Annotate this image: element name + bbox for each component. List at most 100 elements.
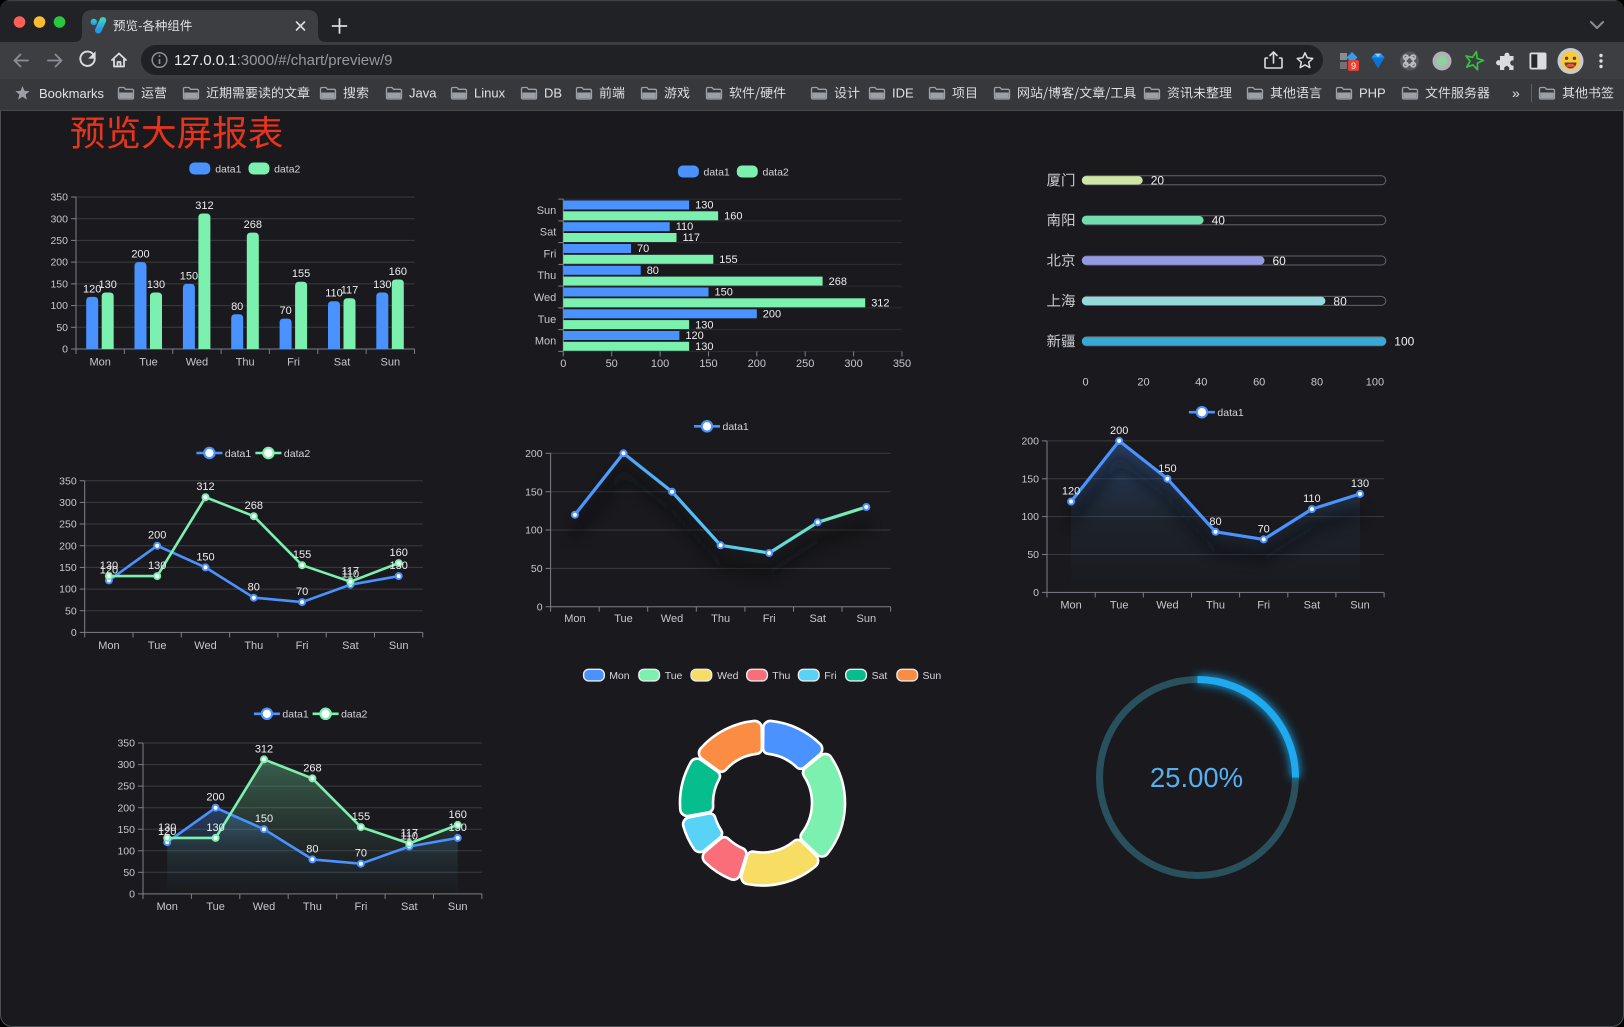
svg-text:150: 150 — [117, 824, 135, 836]
svg-text:Sun: Sun — [537, 205, 557, 217]
svg-text:300: 300 — [50, 213, 68, 225]
svg-text:130: 130 — [100, 560, 118, 572]
svg-text:250: 250 — [117, 781, 135, 793]
svg-text:150: 150 — [180, 270, 198, 282]
svg-text:268: 268 — [829, 276, 847, 288]
svg-text:110: 110 — [342, 569, 360, 581]
svg-text:160: 160 — [724, 211, 742, 223]
svg-text:120: 120 — [685, 330, 703, 342]
svg-text:312: 312 — [196, 481, 214, 493]
svg-text:Mon: Mon — [609, 670, 630, 682]
svg-text:Thu: Thu — [537, 270, 556, 282]
svg-text:Sun: Sun — [1350, 599, 1370, 611]
svg-text:150: 150 — [1021, 473, 1039, 485]
svg-text:50: 50 — [123, 867, 135, 879]
svg-text:130: 130 — [390, 560, 408, 572]
svg-text:100: 100 — [1021, 511, 1039, 523]
svg-text:130: 130 — [695, 319, 713, 331]
svg-text:200: 200 — [763, 308, 781, 320]
svg-text:Thu: Thu — [711, 613, 730, 625]
svg-text:Mon: Mon — [564, 613, 585, 625]
svg-text:100: 100 — [1366, 377, 1384, 389]
svg-text:80: 80 — [306, 843, 318, 855]
svg-text:200: 200 — [1110, 425, 1128, 437]
svg-text:Mon: Mon — [156, 901, 177, 913]
svg-text:100: 100 — [117, 845, 135, 857]
svg-text:PHP: PHP — [1359, 86, 1386, 101]
svg-text:300: 300 — [844, 358, 862, 370]
svg-text:60: 60 — [1273, 254, 1287, 268]
svg-text:100: 100 — [651, 358, 669, 370]
svg-text:data1: data1 — [723, 421, 749, 433]
svg-text:Wed: Wed — [1156, 599, 1178, 611]
svg-text:Fri: Fri — [287, 357, 300, 369]
svg-text:Wed: Wed — [194, 640, 216, 652]
svg-text:250: 250 — [50, 235, 68, 247]
svg-text:160: 160 — [389, 266, 407, 278]
svg-text:Sat: Sat — [342, 640, 359, 652]
svg-text:Tue: Tue — [148, 640, 167, 652]
svg-text:0: 0 — [62, 344, 68, 356]
svg-text:Fri: Fri — [296, 640, 309, 652]
svg-text:100: 100 — [1394, 335, 1414, 349]
svg-text:200: 200 — [525, 448, 543, 460]
svg-text:DB: DB — [544, 86, 562, 101]
svg-text:0: 0 — [129, 889, 135, 901]
svg-text:Fri: Fri — [354, 901, 367, 913]
svg-text:110: 110 — [401, 831, 419, 843]
svg-text:70: 70 — [1258, 523, 1270, 535]
svg-text:Mon: Mon — [1060, 599, 1081, 611]
svg-text:Thu: Thu — [772, 670, 790, 682]
svg-text:80: 80 — [231, 301, 243, 313]
svg-text:Sat: Sat — [540, 227, 557, 239]
svg-text:350: 350 — [59, 475, 77, 487]
svg-text:40: 40 — [1212, 214, 1226, 228]
svg-text:Sat: Sat — [401, 901, 418, 913]
svg-text:20: 20 — [1151, 174, 1165, 188]
svg-text:312: 312 — [195, 200, 213, 212]
svg-text:Tue: Tue — [206, 901, 225, 913]
svg-text:data1: data1 — [225, 448, 251, 460]
svg-text:Tue: Tue — [538, 314, 557, 326]
svg-text:Sun: Sun — [448, 901, 468, 913]
svg-text:120: 120 — [83, 283, 101, 295]
svg-text:120: 120 — [100, 564, 118, 576]
svg-text:Wed: Wed — [717, 670, 739, 682]
svg-text:Fri: Fri — [1257, 599, 1270, 611]
svg-text:data1: data1 — [704, 166, 730, 178]
svg-text:70: 70 — [637, 243, 649, 255]
svg-text:9: 9 — [1351, 61, 1356, 72]
svg-text:0: 0 — [560, 358, 566, 370]
svg-text:0: 0 — [1033, 587, 1039, 599]
svg-text:130: 130 — [158, 822, 176, 834]
svg-text:Sat: Sat — [334, 357, 351, 369]
svg-text:150: 150 — [525, 486, 543, 498]
svg-text:130: 130 — [695, 200, 713, 212]
svg-text:Wed: Wed — [534, 292, 556, 304]
svg-text:data1: data1 — [282, 709, 308, 721]
svg-text:117: 117 — [341, 285, 359, 297]
svg-text:268: 268 — [244, 219, 262, 231]
svg-text:Sun: Sun — [857, 613, 877, 625]
svg-text:Fri: Fri — [763, 613, 776, 625]
svg-text:70: 70 — [355, 848, 367, 860]
svg-text:Wed: Wed — [253, 901, 275, 913]
svg-text:117: 117 — [683, 232, 701, 244]
svg-text:Mon: Mon — [98, 640, 119, 652]
svg-text:300: 300 — [117, 759, 135, 771]
svg-text:Tue: Tue — [139, 357, 158, 369]
svg-text:Thu: Thu — [1206, 599, 1225, 611]
svg-text:250: 250 — [796, 358, 814, 370]
svg-text:40: 40 — [1195, 377, 1207, 389]
svg-text:0: 0 — [1083, 377, 1089, 389]
svg-text:Tue: Tue — [1110, 599, 1129, 611]
svg-text:20: 20 — [1137, 377, 1149, 389]
svg-text:data2: data2 — [763, 166, 789, 178]
svg-text:0: 0 — [537, 601, 543, 613]
svg-text:50: 50 — [56, 322, 68, 334]
svg-text:data2: data2 — [284, 448, 310, 460]
svg-text:150: 150 — [50, 279, 68, 291]
svg-text:100: 100 — [50, 300, 68, 312]
svg-text:80: 80 — [1209, 516, 1221, 528]
svg-text:IDE: IDE — [892, 86, 914, 101]
